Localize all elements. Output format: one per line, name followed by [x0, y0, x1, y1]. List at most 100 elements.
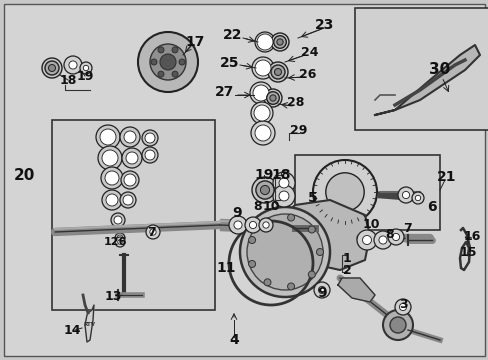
Circle shape [45, 61, 59, 75]
Circle shape [179, 59, 184, 65]
Text: 3: 3 [398, 298, 407, 311]
Circle shape [279, 178, 288, 188]
Polygon shape [374, 45, 479, 115]
Circle shape [272, 185, 294, 207]
Circle shape [100, 129, 116, 145]
Circle shape [98, 146, 122, 170]
Text: 9: 9 [317, 286, 326, 300]
Circle shape [270, 33, 288, 51]
Circle shape [248, 237, 255, 243]
Circle shape [172, 71, 178, 77]
Circle shape [249, 221, 256, 229]
Circle shape [115, 233, 125, 243]
Circle shape [250, 121, 274, 145]
Text: 2: 2 [342, 264, 351, 276]
Text: 14: 14 [63, 324, 81, 337]
Circle shape [389, 317, 405, 333]
Text: RTV: RTV [84, 323, 96, 328]
Text: 4: 4 [229, 333, 238, 347]
Circle shape [373, 231, 391, 249]
Text: 8: 8 [385, 229, 393, 242]
Circle shape [120, 192, 136, 208]
Circle shape [287, 214, 294, 221]
Circle shape [307, 271, 315, 278]
Circle shape [149, 229, 156, 235]
Text: 126: 126 [103, 237, 126, 247]
Circle shape [124, 131, 136, 143]
Circle shape [122, 148, 142, 168]
Circle shape [313, 282, 329, 298]
Circle shape [264, 89, 282, 107]
Circle shape [121, 171, 139, 189]
Circle shape [391, 233, 399, 240]
Text: 17: 17 [185, 35, 204, 49]
Polygon shape [85, 305, 94, 342]
Circle shape [362, 235, 371, 244]
Circle shape [158, 47, 163, 53]
Circle shape [276, 39, 283, 45]
Text: 5: 5 [307, 191, 317, 205]
Circle shape [279, 191, 288, 201]
Text: 21: 21 [436, 170, 456, 184]
Circle shape [114, 216, 122, 224]
Text: 8: 8 [253, 199, 262, 212]
Circle shape [240, 207, 329, 297]
Circle shape [325, 173, 364, 211]
Text: 6: 6 [427, 200, 436, 214]
Circle shape [387, 229, 403, 245]
Circle shape [233, 221, 242, 229]
Circle shape [252, 85, 268, 101]
Circle shape [142, 130, 158, 146]
Circle shape [257, 34, 272, 50]
Circle shape [126, 152, 138, 164]
Circle shape [378, 236, 386, 244]
Text: 7: 7 [147, 226, 156, 239]
Circle shape [69, 61, 77, 69]
Circle shape [249, 82, 271, 104]
Circle shape [106, 194, 118, 206]
Text: 25: 25 [220, 56, 239, 70]
Circle shape [274, 68, 281, 76]
Text: 18: 18 [59, 73, 77, 86]
Circle shape [42, 58, 62, 78]
Text: 18: 18 [271, 168, 290, 182]
Circle shape [160, 54, 176, 70]
Text: 26: 26 [299, 68, 316, 81]
Circle shape [96, 125, 120, 149]
Text: 15: 15 [458, 246, 476, 258]
Bar [52, 120, 215, 310]
Circle shape [254, 60, 270, 76]
Circle shape [266, 92, 279, 104]
Circle shape [273, 36, 285, 48]
Circle shape [264, 279, 270, 286]
Circle shape [118, 240, 122, 244]
Circle shape [316, 248, 323, 256]
Text: 16: 16 [462, 230, 480, 243]
Text: 19: 19 [76, 69, 94, 82]
Circle shape [123, 195, 133, 205]
Text: 29: 29 [290, 123, 307, 136]
Circle shape [318, 287, 325, 294]
Polygon shape [285, 200, 369, 270]
Circle shape [267, 62, 287, 82]
Circle shape [253, 105, 269, 121]
Circle shape [259, 218, 272, 232]
Circle shape [145, 150, 155, 160]
Circle shape [411, 192, 423, 204]
Circle shape [138, 32, 198, 92]
Circle shape [142, 147, 158, 163]
Circle shape [172, 47, 178, 53]
Text: 11: 11 [216, 261, 235, 275]
Circle shape [145, 133, 155, 143]
Circle shape [244, 217, 261, 233]
Circle shape [255, 181, 274, 199]
Circle shape [102, 190, 122, 210]
Circle shape [414, 195, 420, 201]
Circle shape [101, 167, 123, 189]
Text: 10: 10 [262, 199, 279, 212]
Circle shape [228, 216, 246, 234]
Text: 23: 23 [315, 18, 334, 32]
Circle shape [102, 150, 118, 166]
Text: 20: 20 [13, 167, 35, 183]
Circle shape [254, 125, 270, 141]
